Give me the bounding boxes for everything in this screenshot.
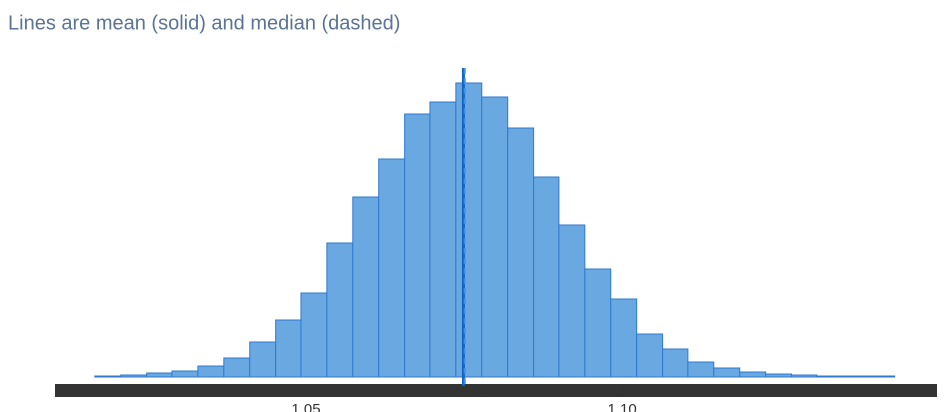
bar bbox=[713, 367, 741, 378]
bar bbox=[558, 224, 586, 378]
bar bbox=[816, 375, 844, 378]
bar bbox=[146, 372, 173, 378]
bar bbox=[94, 375, 122, 378]
bar bbox=[507, 127, 535, 378]
bar bbox=[249, 341, 277, 378]
bar bbox=[197, 365, 225, 378]
chart-title: Lines are mean (solid) and median (dashe… bbox=[8, 12, 400, 34]
bar bbox=[842, 375, 870, 378]
x-tick-label: 1.05 bbox=[291, 401, 320, 412]
x-tick-label: 1.10 bbox=[608, 401, 637, 412]
bar bbox=[171, 370, 199, 378]
bar bbox=[791, 374, 818, 378]
bar bbox=[739, 371, 767, 378]
bar bbox=[662, 348, 689, 378]
bar bbox=[120, 374, 148, 378]
bar bbox=[429, 101, 457, 378]
bar bbox=[533, 176, 560, 378]
bar bbox=[687, 361, 715, 378]
bar bbox=[352, 196, 380, 378]
bar bbox=[378, 158, 406, 378]
bar bbox=[636, 333, 664, 378]
bar bbox=[275, 319, 302, 378]
x-axis-band bbox=[55, 384, 937, 397]
bar bbox=[326, 242, 354, 378]
bar bbox=[455, 82, 483, 378]
bar bbox=[404, 113, 431, 378]
bar bbox=[300, 292, 328, 378]
bar bbox=[610, 298, 638, 378]
bar bbox=[868, 375, 896, 378]
bar bbox=[481, 96, 509, 378]
bar bbox=[584, 268, 612, 378]
bar bbox=[765, 373, 793, 378]
bar bbox=[223, 357, 251, 378]
